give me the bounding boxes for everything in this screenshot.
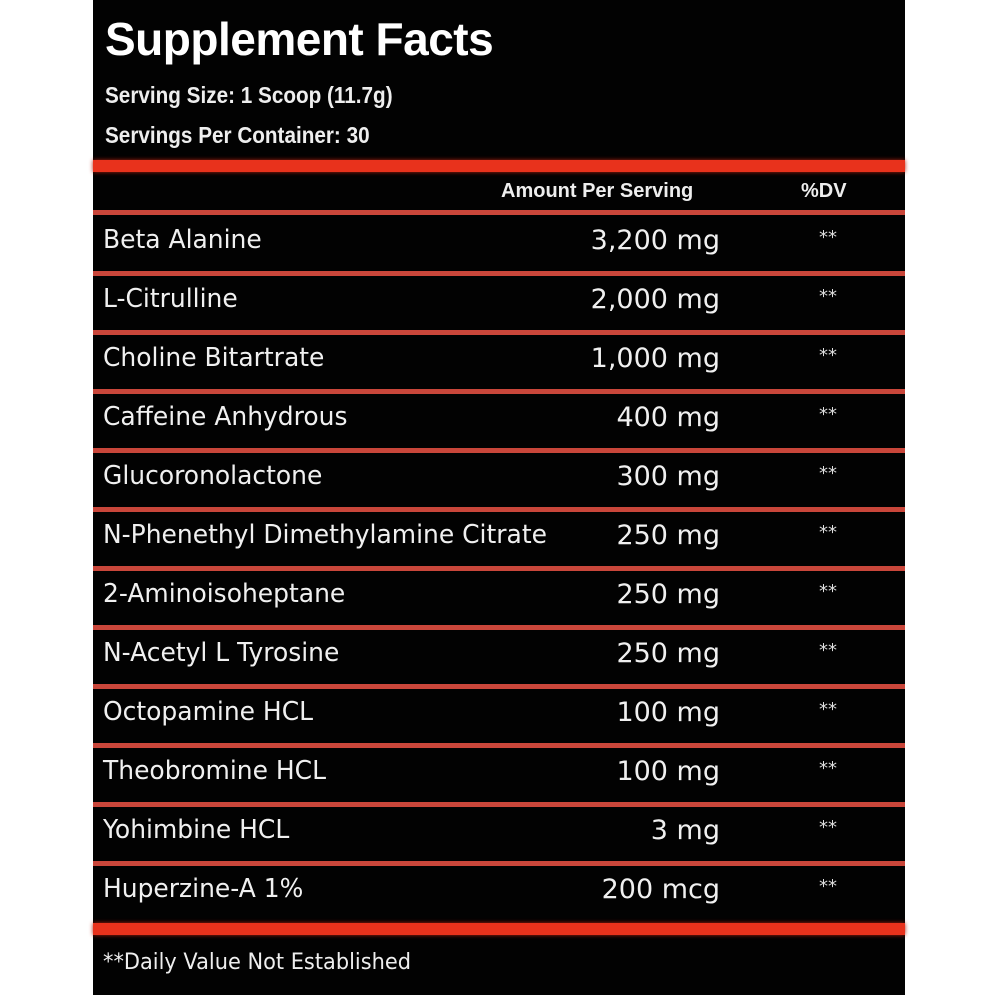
- ingredient-row: Theobromine HCL 100 mg **: [93, 746, 905, 805]
- amount-header: Amount Per Serving: [501, 180, 694, 202]
- ingredient-dv: **: [819, 581, 837, 602]
- row-divider: [93, 861, 905, 866]
- servings-per-container: Servings Per Container: 30: [105, 122, 370, 148]
- ingredient-name: Choline Bitartrate: [103, 343, 325, 373]
- ingredient-row: N-Acetyl L Tyrosine 250 mg **: [93, 628, 905, 687]
- ingredient-amount: 100 mg: [616, 697, 720, 728]
- ingredient-name: N-Phenethyl Dimethylamine Citrate: [103, 520, 547, 550]
- top-rule: [93, 160, 905, 172]
- ingredient-amount: 2,000 mg: [590, 284, 720, 315]
- row-divider: [93, 271, 905, 276]
- ingredient-name: L-Citrulline: [103, 284, 238, 314]
- ingredient-name: Glucoronolactone: [103, 461, 323, 491]
- row-divider: [93, 330, 905, 335]
- supplement-facts-panel: Supplement Facts Serving Size: 1 Scoop (…: [93, 0, 905, 995]
- ingredient-amount: 100 mg: [616, 756, 720, 787]
- ingredient-amount: 250 mg: [616, 638, 720, 669]
- ingredient-row: Yohimbine HCL 3 mg **: [93, 805, 905, 864]
- row-divider: [93, 684, 905, 689]
- title: Supplement Facts: [105, 13, 494, 65]
- row-divider: [93, 448, 905, 453]
- ingredient-row: L-Citrulline 2,000 mg **: [93, 274, 905, 333]
- ingredient-name: Caffeine Anhydrous: [103, 402, 348, 432]
- ingredient-name: Theobromine HCL: [103, 756, 326, 786]
- ingredient-name: Yohimbine HCL: [103, 815, 290, 845]
- row-divider: [93, 507, 905, 512]
- ingredient-amount: 250 mg: [616, 520, 720, 551]
- ingredient-row: Octopamine HCL 100 mg **: [93, 687, 905, 746]
- ingredient-name: Octopamine HCL: [103, 697, 314, 727]
- ingredient-amount: 250 mg: [616, 579, 720, 610]
- ingredient-amount: 200 mcg: [601, 874, 720, 905]
- ingredient-row: N-Phenethyl Dimethylamine Citrate 250 mg…: [93, 510, 905, 569]
- ingredient-dv: **: [819, 699, 837, 720]
- row-divider: [93, 625, 905, 630]
- ingredient-dv: **: [819, 286, 837, 307]
- row-divider: [93, 389, 905, 394]
- row-divider: [93, 566, 905, 571]
- ingredient-row: Caffeine Anhydrous 400 mg **: [93, 392, 905, 451]
- row-divider: [93, 743, 905, 748]
- bottom-rule: [93, 923, 905, 935]
- ingredient-name: N-Acetyl L Tyrosine: [103, 638, 340, 668]
- footnote: **Daily Value Not Established: [103, 950, 411, 975]
- row-divider: [93, 802, 905, 807]
- ingredient-name: 2-Aminoisoheptane: [103, 579, 346, 609]
- ingredient-row: Huperzine-A 1% 200 mcg **: [93, 864, 905, 923]
- ingredient-row: 2-Aminoisoheptane 250 mg **: [93, 569, 905, 628]
- serving-size: Serving Size: 1 Scoop (11.7g): [105, 82, 393, 108]
- ingredient-row: Choline Bitartrate 1,000 mg **: [93, 333, 905, 392]
- ingredient-amount: 3,200 mg: [590, 225, 720, 256]
- ingredient-dv: **: [819, 522, 837, 543]
- ingredient-amount: 400 mg: [616, 402, 720, 433]
- ingredient-row: Beta Alanine 3,200 mg **: [93, 215, 905, 274]
- ingredient-dv: **: [819, 758, 837, 779]
- ingredient-dv: **: [819, 817, 837, 838]
- ingredient-name: Huperzine-A 1%: [103, 874, 304, 904]
- ingredient-name: Beta Alanine: [103, 225, 262, 255]
- ingredient-dv: **: [819, 227, 837, 248]
- ingredient-dv: **: [819, 404, 837, 425]
- ingredient-amount: 300 mg: [616, 461, 720, 492]
- ingredient-dv: **: [819, 463, 837, 484]
- ingredient-dv: **: [819, 640, 837, 661]
- header-rule: [93, 210, 905, 215]
- dv-header: %DV: [801, 180, 847, 202]
- ingredient-dv: **: [819, 345, 837, 366]
- ingredient-dv: **: [819, 876, 837, 897]
- ingredient-row: Glucoronolactone 300 mg **: [93, 451, 905, 510]
- ingredient-amount: 3 mg: [650, 815, 720, 846]
- ingredient-amount: 1,000 mg: [590, 343, 720, 374]
